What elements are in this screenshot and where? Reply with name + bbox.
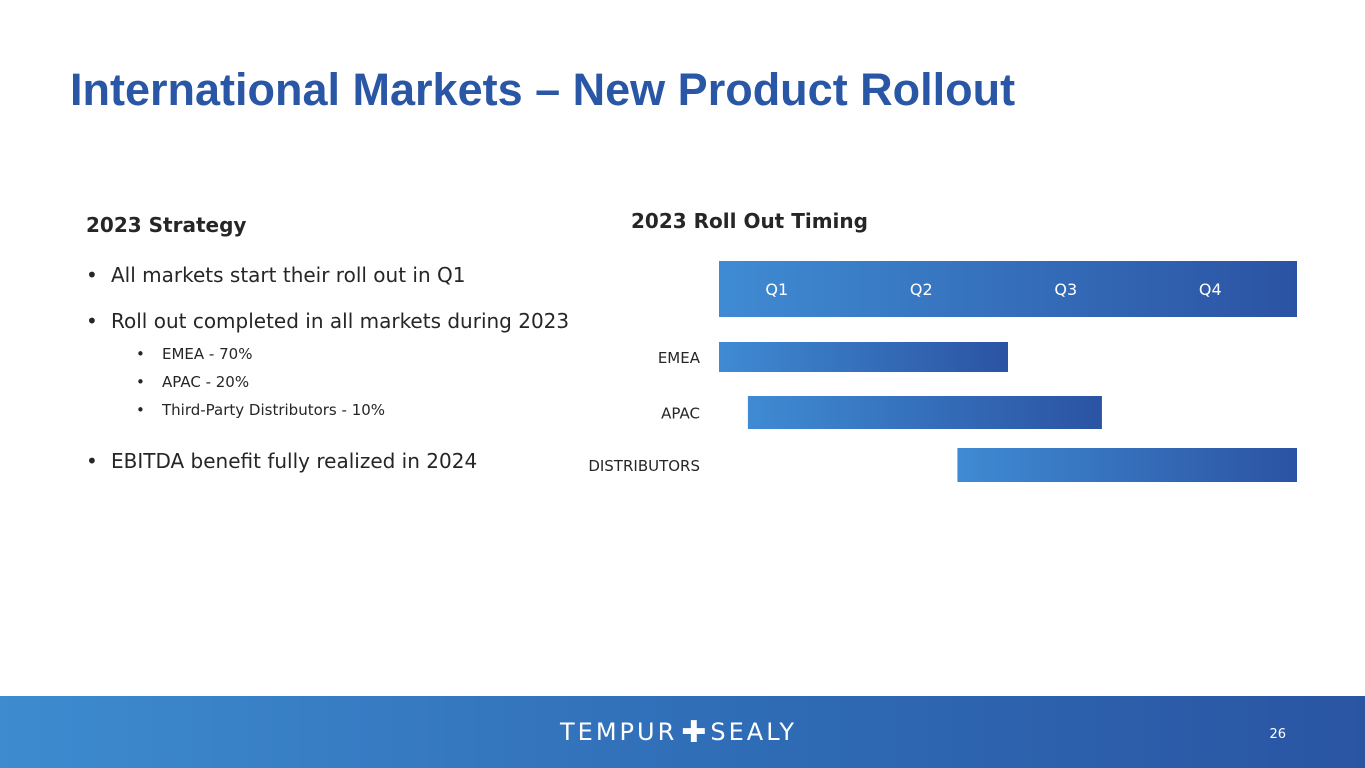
bullet-text: All markets start their roll out in Q1: [111, 263, 466, 287]
bullet-item: • All markets start their roll out in Q1: [86, 263, 606, 287]
bullet-item: • EBITDA benefit fully realized in 2024: [86, 449, 606, 473]
strategy-heading: 2023 Strategy: [86, 213, 247, 237]
task-label: DISTRIBUTORS: [588, 457, 700, 475]
task-label: EMEA: [658, 349, 701, 367]
brand-logo-right: SEALY: [710, 718, 798, 746]
quarter-label: Q2: [910, 280, 933, 299]
page-number: 26: [1269, 727, 1286, 742]
gantt-bar-distributors: [957, 448, 1297, 482]
strategy-panel: 2023 Strategy • All markets start their …: [86, 213, 606, 495]
quarter-label: Q4: [1199, 280, 1222, 299]
sub-bullet-text: Third-Party Distributors - 10%: [162, 401, 386, 419]
plus-icon: ✚: [681, 714, 707, 750]
sub-bullet-item: • EMEA - 70%: [136, 345, 606, 363]
sub-bullet-item: • APAC - 20%: [136, 373, 606, 391]
gantt-bar-emea: [719, 342, 1008, 372]
bullet-dot-icon: •: [136, 373, 145, 391]
bullet-dot-icon: •: [136, 345, 145, 363]
rollout-gantt-chart: Q1 Q2 Q3 Q4 EMEA APAC DISTRIBUTORS: [588, 261, 1297, 482]
task-label: APAC: [661, 405, 700, 423]
bullet-text: EBITDA benefit fully realized in 2024: [111, 449, 478, 473]
brand-logo: TEMPUR ✚ SEALY: [560, 714, 798, 750]
slide-title: International Markets – New Product Roll…: [70, 64, 1016, 115]
sub-bullet-item: • Third-Party Distributors - 10%: [136, 401, 606, 419]
gantt-bar-apac: [747, 396, 1102, 429]
bullet-dot-icon: •: [86, 309, 98, 333]
bullet-dot-icon: •: [136, 401, 145, 419]
bullet-dot-icon: •: [86, 263, 98, 287]
sub-bullet-text: EMEA - 70%: [162, 345, 253, 363]
bullet-item: • Roll out completed in all markets duri…: [86, 309, 606, 333]
bullet-dot-icon: •: [86, 449, 98, 473]
quarter-label: Q3: [1054, 280, 1077, 299]
quarter-label: Q1: [765, 280, 788, 299]
chart-title: 2023 Roll Out Timing: [631, 209, 868, 233]
sub-bullet-text: APAC - 20%: [162, 373, 250, 391]
sub-bullet-list: • EMEA - 70% • APAC - 20% • Third-Party …: [86, 345, 606, 419]
brand-logo-left: TEMPUR: [560, 718, 678, 746]
bullet-text: Roll out completed in all markets during…: [111, 309, 570, 333]
quarter-header-band: [719, 261, 1297, 317]
footer-bar: TEMPUR ✚ SEALY 26: [0, 696, 1365, 768]
